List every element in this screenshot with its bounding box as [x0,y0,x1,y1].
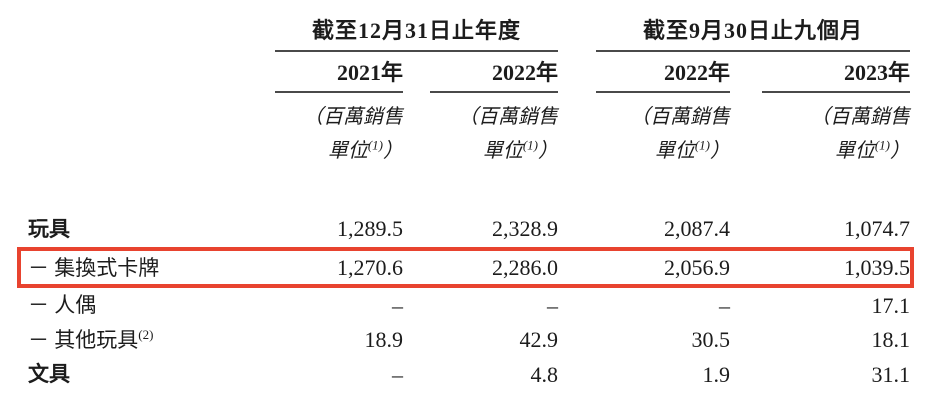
column-group-nine-months-sep30: 截至9月30日止九個月 [642,18,863,43]
cell-stationery-2022: 4.8 [530,362,559,387]
year-rule-3 [596,91,730,93]
cell-trading-cards-2022: 2,286.0 [492,255,558,280]
highlight-box-trading-cards-row [17,247,914,288]
unit-note-line1: （百萬銷售 [810,106,910,128]
year-rule-2 [430,91,558,93]
cell-figures-2021: – [392,293,403,318]
footnote-1-marker: (1) [874,137,890,153]
unit-note-line2: 單位(1)） [327,137,403,162]
cell-other-toys-2023-9m: 18.1 [871,327,911,352]
cell-trading-cards-2023-9m: 1,039.5 [844,255,910,280]
unit-note-line2: 單位(1)） [654,137,730,162]
cell-stationery-2022-9m: 1.9 [702,362,731,387]
cell-figures-2022: – [547,293,558,318]
unit-note-col2: （百萬銷售 單位(1)） [430,100,558,168]
cell-toys-2022-9m: 2,087.4 [664,216,730,241]
footnote-1-marker: (1) [367,137,383,153]
cell-toys-2022: 2,328.9 [492,216,558,241]
unit-note-line2: 單位(1)） [834,137,910,162]
year-rule-4 [762,91,910,93]
unit-note-line2: 單位(1)） [482,137,558,162]
cell-other-toys-2022: 42.9 [519,327,559,352]
row-label-toys: 玩具 [28,217,70,241]
cell-other-toys-2021: 18.9 [364,327,404,352]
cell-trading-cards-2021: 1,270.6 [337,255,403,280]
row-label-figures: － 人偶 [28,293,97,317]
row-label-trading-cards: － 集換式卡牌 [28,256,160,280]
cell-other-toys-2022-9m: 30.5 [691,327,731,352]
unit-note-line1: （百萬銷售 [458,106,558,128]
cell-figures-2023-9m: 17.1 [871,293,911,318]
unit-note-line1: （百萬銷售 [303,106,403,128]
group-rule-right [596,50,910,52]
unit-note-line1: （百萬銷售 [630,106,730,128]
cell-stationery-2023-9m: 31.1 [871,362,911,387]
col-header-2022-9m: 2022年 [663,60,730,85]
year-rule-1 [275,91,403,93]
footnote-1-marker: (1) [694,137,710,153]
col-header-2023-9m: 2023年 [843,60,910,85]
col-header-2022-annual: 2022年 [491,60,558,85]
unit-note-col1: （百萬銷售 單位(1)） [275,100,403,168]
footnote-2-marker: (2) [138,327,154,342]
unit-note-col3: （百萬銷售 單位(1)） [596,100,730,168]
row-label-stationery: 文具 [28,362,70,386]
unit-note-col4: （百萬銷售 單位(1)） [762,100,910,168]
cell-trading-cards-2022-9m: 2,056.9 [664,255,730,280]
column-group-year-ended-dec31: 截至12月31日止年度 [311,18,521,43]
cell-stationery-2021: – [392,362,403,387]
cell-toys-2023-9m: 1,074.7 [844,216,910,241]
cell-toys-2021: 1,289.5 [337,216,403,241]
footnote-1-marker: (1) [522,137,538,153]
col-header-2021: 2021年 [336,60,403,85]
row-label-other-toys: － 其他玩具(2) [28,327,154,352]
cell-figures-2022-9m: – [719,293,730,318]
group-rule-left [275,50,558,52]
